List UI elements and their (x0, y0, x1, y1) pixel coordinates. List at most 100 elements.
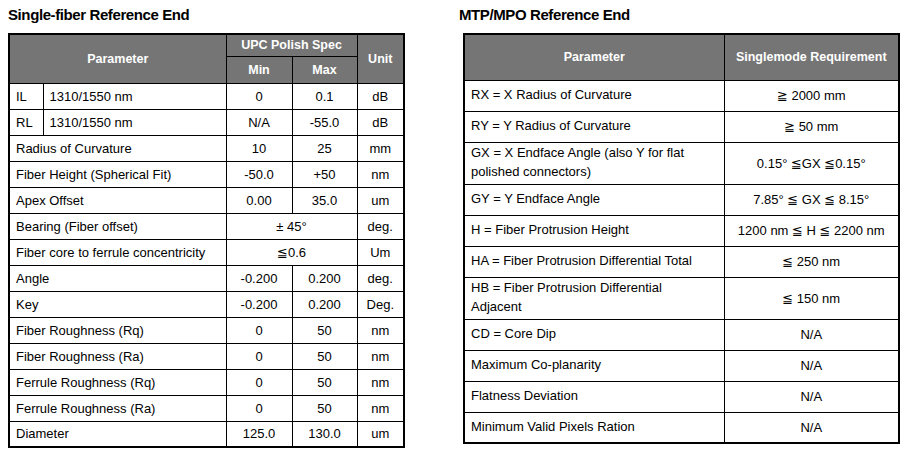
single-fiber-title: Single-fiber Reference End (8, 6, 189, 23)
unit-cell: deg. (357, 265, 404, 291)
max-cell: 0.200 (292, 291, 357, 317)
table-row: HA = Fiber Protrusion Differential Total… (464, 246, 899, 277)
table-row: Bearing (Fiber offset) ± 45° deg. (9, 213, 404, 239)
table-row: RX = X Radius of Curvature ≧ 2000 mm (464, 80, 899, 111)
unit-cell: nm (357, 343, 404, 369)
param-cell: Key (9, 291, 226, 317)
mtp-mpo-title: MTP/MPO Reference End (459, 6, 630, 23)
value-cell: ± 45° (226, 213, 357, 239)
param-cell: HB = Fiber Protrusion Differential Adjac… (464, 277, 724, 319)
table-row: Diameter 125.0 130.0 um (9, 421, 404, 447)
unit-cell: Um (357, 239, 404, 265)
unit-cell: nm (357, 317, 404, 343)
header-parameter: Parameter (464, 34, 724, 80)
max-cell: 35.0 (292, 187, 357, 213)
param-cell: Minimum Valid Pixels Ration (464, 412, 724, 443)
unit-cell: dB (357, 83, 404, 109)
param-cell: 1310/1550 nm (43, 83, 226, 109)
requirement-cell: ≦ 150 nm (724, 277, 899, 319)
min-cell: -50.0 (226, 161, 292, 187)
header-unit: Unit (357, 34, 404, 83)
max-cell: 130.0 (292, 421, 357, 447)
param-prefix: RL (9, 109, 43, 135)
param-cell: Radius of Curvature (9, 135, 226, 161)
max-cell: 50 (292, 369, 357, 395)
max-cell: 25 (292, 135, 357, 161)
unit-cell: um (357, 187, 404, 213)
table-row: RL 1310/1550 nm N/A -55.0 dB (9, 109, 404, 135)
max-cell: 0.200 (292, 265, 357, 291)
table-row: Minimum Valid Pixels Ration N/A (464, 412, 899, 443)
unit-cell: um (357, 421, 404, 447)
param-cell: Fiber Roughness (Rq) (9, 317, 226, 343)
param-cell: Bearing (Fiber offset) (9, 213, 226, 239)
max-cell: 50 (292, 343, 357, 369)
single-fiber-table: Parameter UPC Polish Spec Unit Min Max I… (8, 33, 405, 448)
unit-cell: mm (357, 135, 404, 161)
table-row: Ferrule Roughness (Ra) 0 50 nm (9, 395, 404, 421)
requirement-cell: N/A (724, 412, 899, 443)
min-cell: -0.200 (226, 265, 292, 291)
requirement-cell: ≧ 50 mm (724, 111, 899, 142)
table-row: H = Fiber Protrusion Height 1200 nm ≦ H … (464, 215, 899, 246)
param-cell: Ferrule Roughness (Ra) (9, 395, 226, 421)
unit-cell: deg. (357, 213, 404, 239)
param-cell: Flatness Deviation (464, 381, 724, 412)
table-row: HB = Fiber Protrusion Differential Adjac… (464, 277, 899, 319)
table-row: Maximum Co-planarity N/A (464, 350, 899, 381)
param-cell: 1310/1550 nm (43, 109, 226, 135)
requirement-cell: N/A (724, 381, 899, 412)
table-row: Flatness Deviation N/A (464, 381, 899, 412)
min-cell: 0 (226, 395, 292, 421)
param-cell: Apex Offset (9, 187, 226, 213)
table-row: Fiber core to ferrule concentricity ≦0.6… (9, 239, 404, 265)
param-cell: Maximum Co-planarity (464, 350, 724, 381)
requirement-cell: N/A (724, 350, 899, 381)
header-min: Min (226, 56, 292, 83)
max-cell: 0.1 (292, 83, 357, 109)
table-row: Radius of Curvature 10 25 mm (9, 135, 404, 161)
unit-cell: nm (357, 369, 404, 395)
param-cell: Angle (9, 265, 226, 291)
param-cell: CD = Core Dip (464, 319, 724, 350)
header-max: Max (292, 56, 357, 83)
requirement-cell: 1200 nm ≦ H ≦ 2200 nm (724, 215, 899, 246)
max-cell: -55.0 (292, 109, 357, 135)
min-cell: 0 (226, 369, 292, 395)
table-row: Fiber Roughness (Ra) 0 50 nm (9, 343, 404, 369)
requirement-cell: ≧ 2000 mm (724, 80, 899, 111)
requirement-cell: 7.85° ≦ GX ≦ 8.15° (724, 184, 899, 215)
table-row: GX = X Endface Angle (also Y for flat po… (464, 142, 899, 184)
table-row: GY = Y Endface Angle 7.85° ≦ GX ≦ 8.15° (464, 184, 899, 215)
max-cell: +50 (292, 161, 357, 187)
param-cell: H = Fiber Protrusion Height (464, 215, 724, 246)
unit-cell: dB (357, 109, 404, 135)
table-row: RY = Y Radius of Curvature ≧ 50 mm (464, 111, 899, 142)
value-cell: ≦0.6 (226, 239, 357, 265)
param-cell: HA = Fiber Protrusion Differential Total (464, 246, 724, 277)
unit-cell: nm (357, 161, 404, 187)
param-cell: Fiber Roughness (Ra) (9, 343, 226, 369)
requirement-cell: 0.15° ≦GX ≦0.15° (724, 142, 899, 184)
table-row: CD = Core Dip N/A (464, 319, 899, 350)
table-row: Ferrule Roughness (Rq) 0 50 nm (9, 369, 404, 395)
header-singlemode-requirement: Singlemode Requirement (724, 34, 899, 80)
header-upc-polish-spec: UPC Polish Spec (226, 34, 357, 56)
table-row: Key -0.200 0.200 Deg. (9, 291, 404, 317)
param-cell: RY = Y Radius of Curvature (464, 111, 724, 142)
min-cell: 125.0 (226, 421, 292, 447)
min-cell: 0 (226, 83, 292, 109)
unit-cell: nm (357, 395, 404, 421)
max-cell: 50 (292, 317, 357, 343)
param-cell: Fiber Height (Spherical Fit) (9, 161, 226, 187)
max-cell: 50 (292, 395, 357, 421)
param-cell: Ferrule Roughness (Rq) (9, 369, 226, 395)
param-cell: RX = X Radius of Curvature (464, 80, 724, 111)
table-row: Fiber Height (Spherical Fit) -50.0 +50 n… (9, 161, 404, 187)
header-parameter: Parameter (9, 34, 226, 83)
requirement-cell: N/A (724, 319, 899, 350)
min-cell: 0 (226, 343, 292, 369)
min-cell: -0.200 (226, 291, 292, 317)
table-row: Angle -0.200 0.200 deg. (9, 265, 404, 291)
unit-cell: Deg. (357, 291, 404, 317)
